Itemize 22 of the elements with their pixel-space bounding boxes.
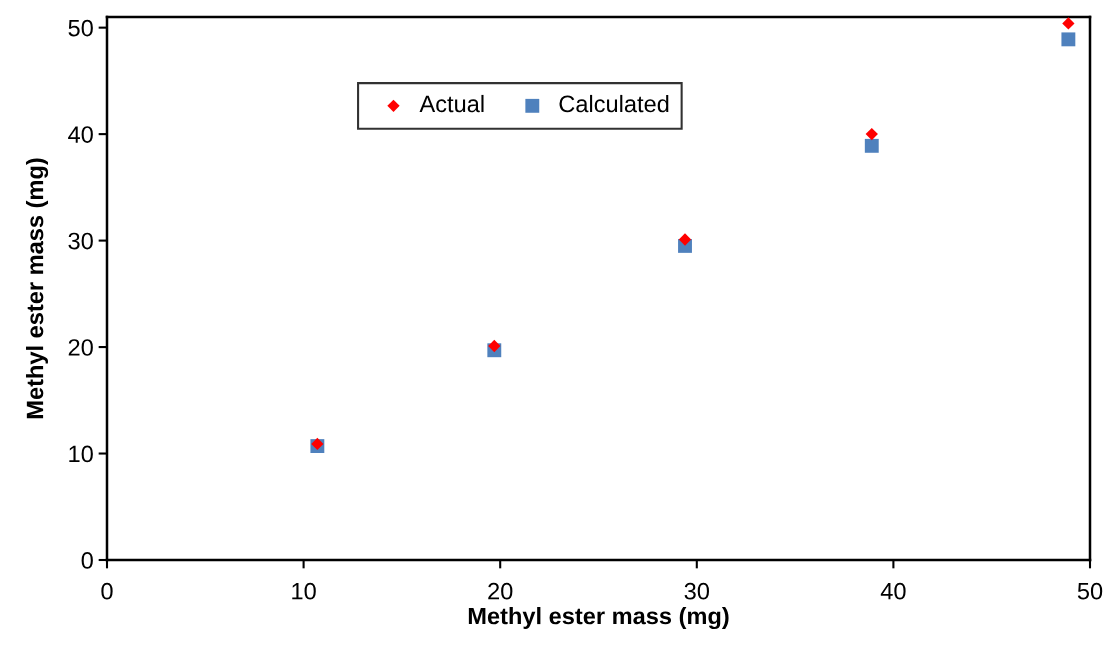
point xyxy=(1062,17,1075,30)
legend-label: Actual xyxy=(419,94,484,113)
point xyxy=(678,233,692,246)
y-tick-label: 50 xyxy=(68,19,93,37)
point xyxy=(488,339,501,353)
point xyxy=(865,127,878,141)
y-axis-title: Methyl ester mass (mg) xyxy=(25,158,49,419)
y-tick-label: 40 xyxy=(68,126,93,143)
x-tick-label: 50 xyxy=(1077,582,1103,600)
y-tick-label: 30 xyxy=(68,232,93,250)
point xyxy=(1061,32,1076,47)
x-tick-label: 20 xyxy=(488,582,513,600)
x-tick-label: 0 xyxy=(101,582,113,600)
x-tick-label: 40 xyxy=(880,582,906,600)
x-axis-title: Methyl ester mass (mg) xyxy=(468,607,729,630)
y-tick-label: 10 xyxy=(69,445,93,463)
y-tick-label: 0 xyxy=(81,552,93,569)
y-tick-label: 20 xyxy=(68,339,93,356)
legend-label: Calculated xyxy=(559,94,669,113)
point xyxy=(864,138,879,153)
x-tick-label: 10 xyxy=(292,582,316,600)
x-tick-label: 30 xyxy=(684,582,710,600)
